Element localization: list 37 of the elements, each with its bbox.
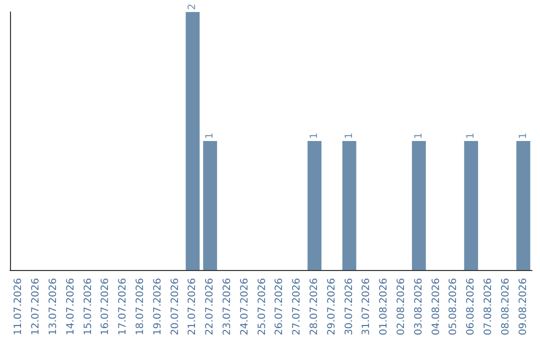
x-tick-label: 30.07.2026: [344, 278, 355, 336]
x-tick-label: 02.08.2026: [396, 278, 407, 336]
x-tick-label: 28.07.2026: [309, 278, 320, 336]
x-tick-label: 04.08.2026: [430, 278, 442, 336]
x-tick-label: 19.07.2026: [152, 278, 164, 336]
x-tick-label: 05.08.2026: [448, 278, 460, 336]
x-tick-label: 20.07.2026: [170, 278, 181, 336]
data-label: 1: [309, 132, 320, 139]
x-tick-label: 07.08.2026: [483, 278, 494, 336]
x-tick-label: 16.07.2026: [100, 278, 112, 336]
x-tick-label: 01.08.2026: [378, 278, 390, 336]
x-tick-label: 13.07.2026: [48, 278, 59, 336]
x-tick-label: 23.07.2026: [222, 278, 233, 336]
x-tick-label: 06.08.2026: [466, 278, 477, 336]
x-tick-label: 26.07.2026: [274, 278, 286, 336]
x-tick-label: 14.07.2026: [65, 278, 76, 336]
data-label: 1: [466, 132, 477, 139]
x-tick-label: 12.07.2026: [30, 278, 42, 336]
x-tick-label: 15.07.2026: [82, 278, 94, 336]
data-label: 1: [518, 132, 529, 139]
x-tick-label: 17.07.2026: [118, 278, 129, 336]
x-tick-label: 31.07.2026: [361, 278, 372, 336]
x-tick-label: 09.08.2026: [518, 278, 529, 336]
x-tick-label: 25.07.2026: [256, 278, 268, 336]
x-tick-label: 21.07.2026: [187, 278, 198, 336]
x-tick-label: 27.07.2026: [292, 278, 303, 336]
x-tick-label: 08.08.2026: [500, 278, 512, 336]
x-tick-label: 24.07.2026: [239, 278, 250, 336]
data-label: 1: [204, 132, 216, 139]
x-tick-label: 22.07.2026: [204, 278, 216, 336]
x-tick-label: 03.08.2026: [413, 278, 424, 336]
x-tick-label: 29.07.2026: [326, 278, 338, 336]
x-tick-label: 18.07.2026: [135, 278, 146, 336]
data-label: 1: [413, 132, 424, 139]
data-label: 2: [187, 4, 198, 10]
x-tick-label: 11.07.2026: [13, 278, 24, 336]
data-label: 1: [344, 132, 355, 139]
